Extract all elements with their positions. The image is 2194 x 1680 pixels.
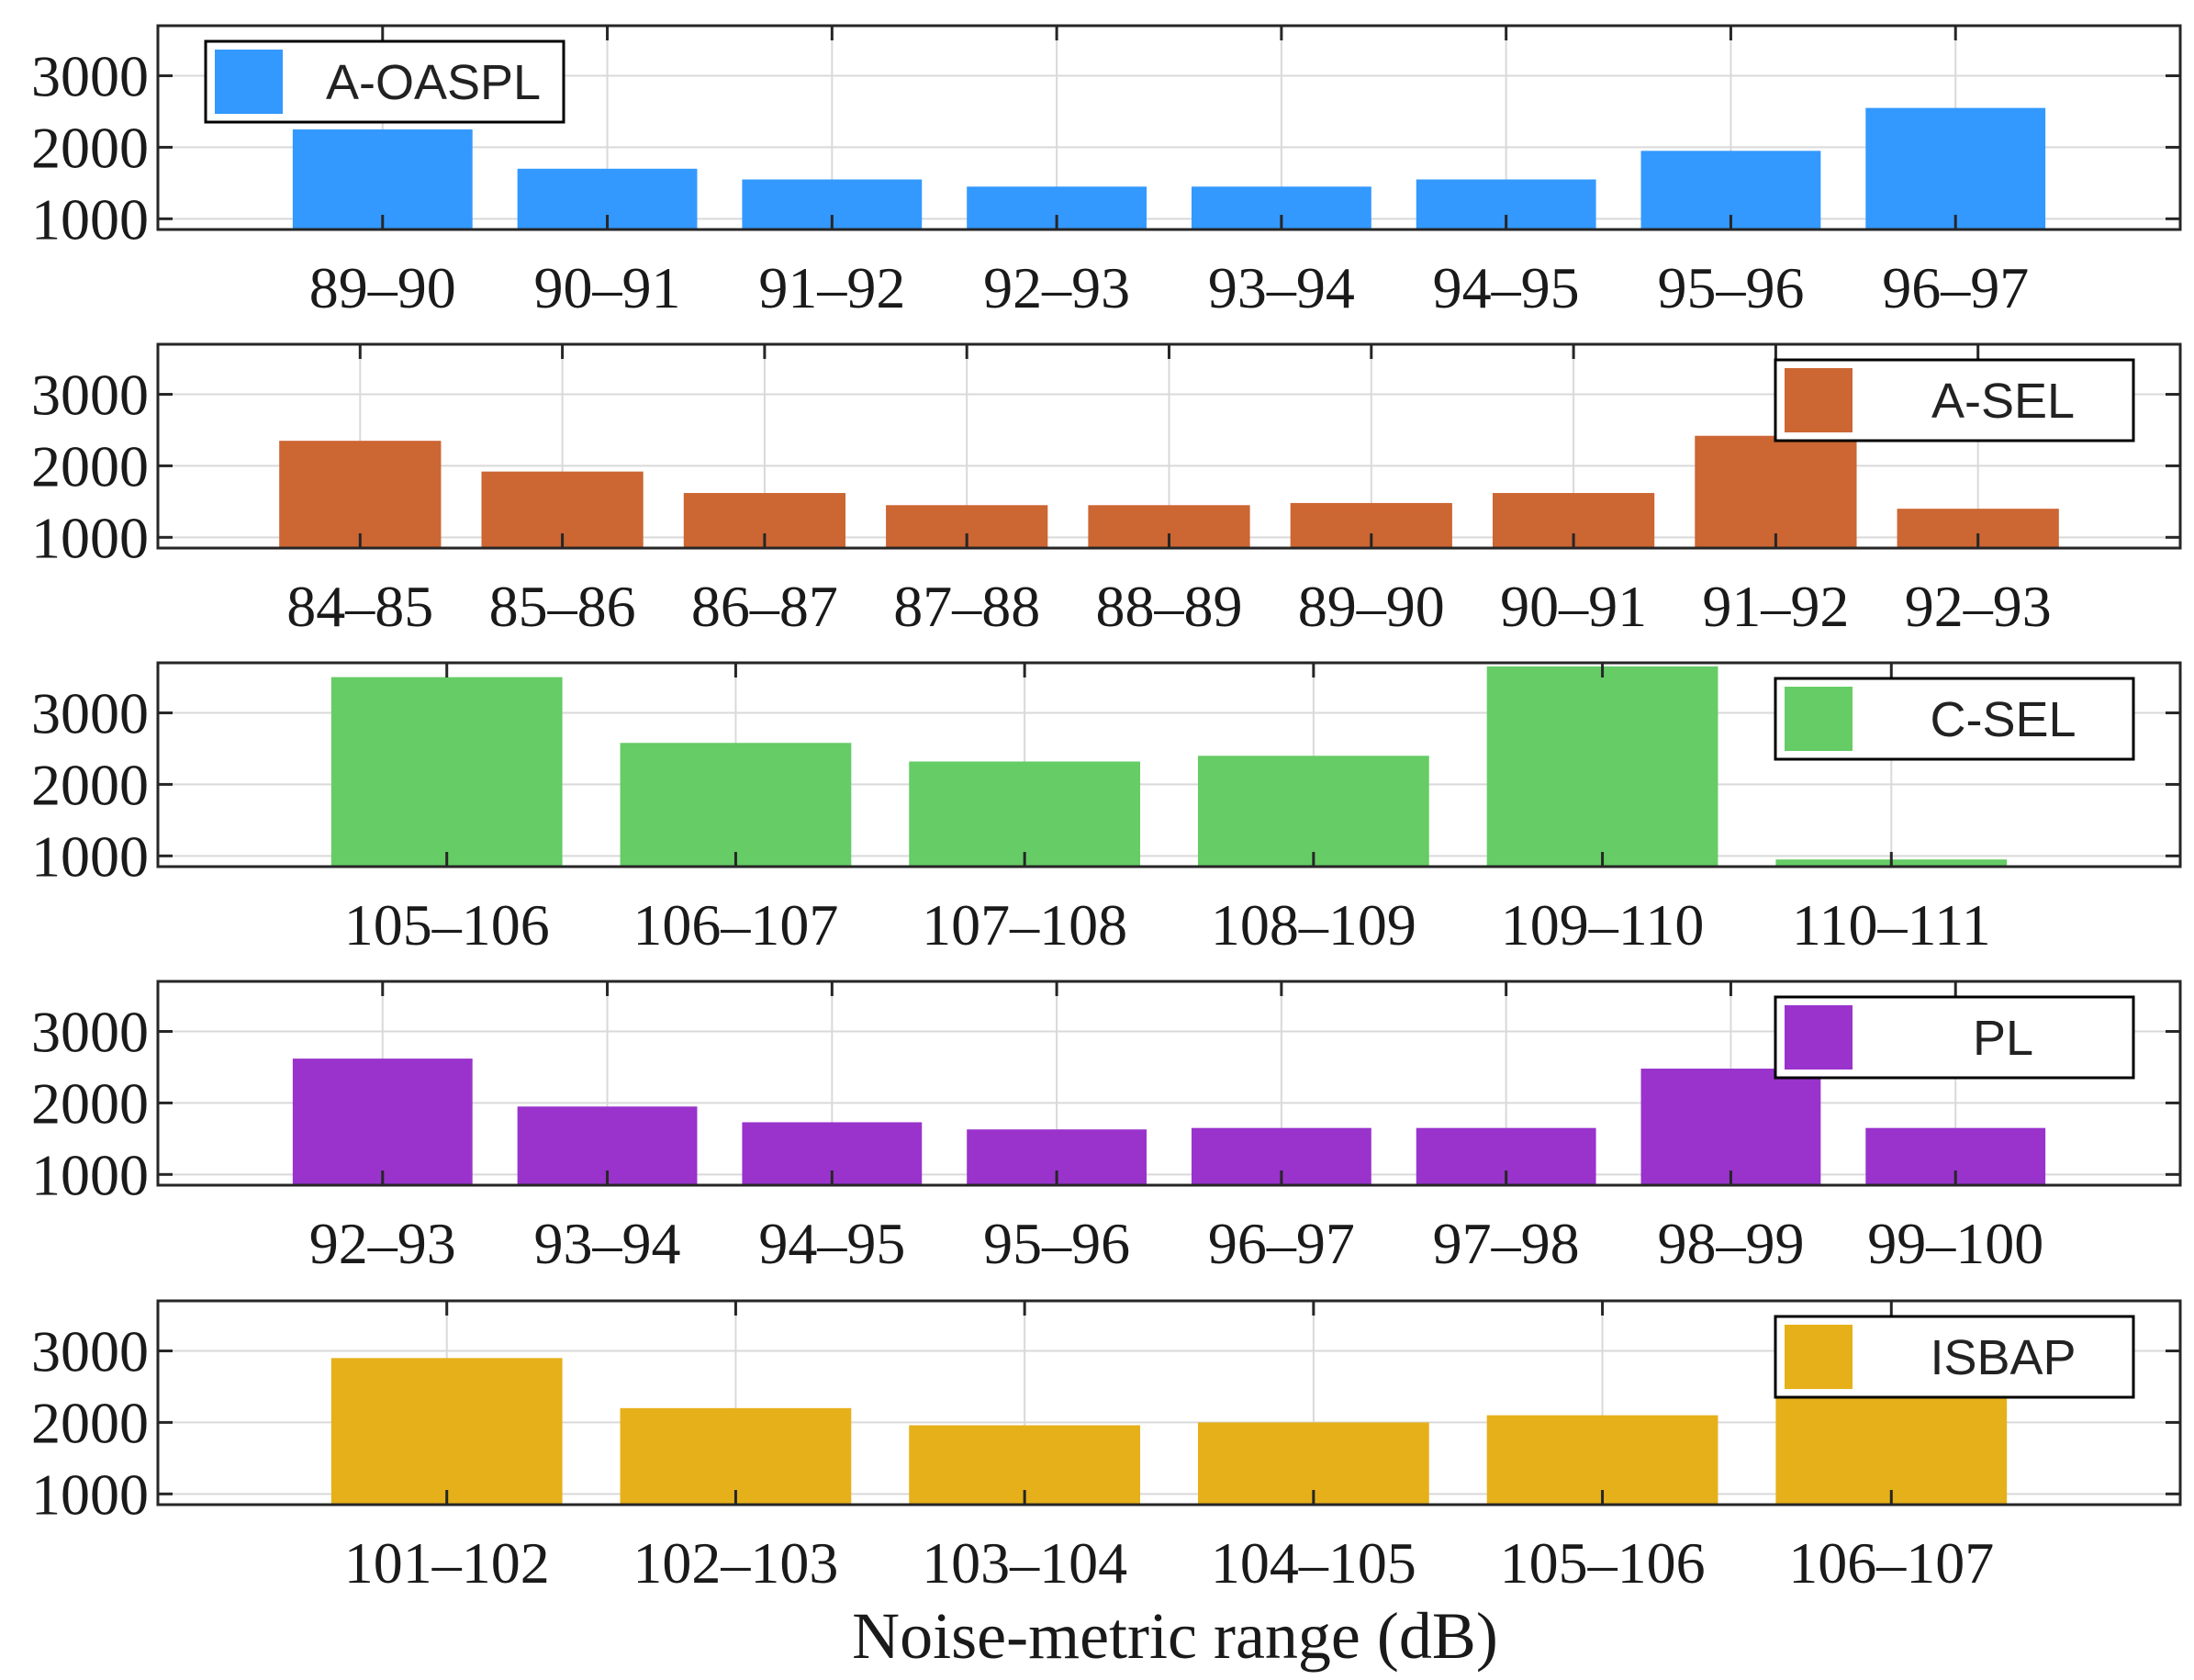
x-tick-label: 84–85 <box>286 574 433 639</box>
bar <box>1197 756 1429 867</box>
legend-swatch <box>1785 687 1853 751</box>
y-tick-label: 3000 <box>31 1000 149 1065</box>
axes-frame <box>156 661 2182 868</box>
legend: A-OASPL <box>204 39 565 124</box>
legend-label: PL <box>1973 1011 2033 1066</box>
x-tick-label: 105–106 <box>1500 1530 1706 1596</box>
x-tick-label: 92–93 <box>983 255 1130 320</box>
x-tick-label: 97–98 <box>1433 1211 1580 1276</box>
bar <box>292 1058 473 1185</box>
x-tick-label: 103–104 <box>922 1530 1127 1596</box>
legend-label: A-SEL <box>1931 374 2075 429</box>
y-tick-label: 3000 <box>31 1319 149 1384</box>
legend: A-SEL <box>1774 358 2135 442</box>
x-tick-label: 87–88 <box>893 574 1040 639</box>
x-tick-label: 90–91 <box>1500 574 1647 639</box>
y-tick-label: 1000 <box>31 1142 149 1207</box>
x-tick-label: 105–106 <box>344 892 550 958</box>
x-tick-label: 109–110 <box>1501 892 1705 958</box>
legend-label: ISBAP <box>1930 1330 2076 1385</box>
y-tick-label: 1000 <box>31 186 149 252</box>
y-tick-label: 3000 <box>31 681 149 746</box>
x-tick-label: 101–102 <box>344 1530 550 1596</box>
bar <box>620 743 852 867</box>
x-tick-label: 91–92 <box>1702 574 1849 639</box>
y-tick-label: 2000 <box>31 1070 149 1136</box>
legend-swatch <box>1785 368 1853 432</box>
y-tick-label: 1000 <box>31 505 149 570</box>
bar <box>279 441 442 548</box>
legend-label: C-SEL <box>1930 692 2076 747</box>
legend-swatch <box>215 50 283 114</box>
bar <box>330 677 563 867</box>
bar <box>1640 1069 1821 1185</box>
legend-label: A-OASPL <box>326 55 541 110</box>
x-tick-label: 93–94 <box>1208 255 1355 320</box>
bar <box>1865 107 2046 230</box>
x-tick-label: 106–107 <box>1788 1530 1994 1596</box>
x-tick-label: 106–107 <box>632 892 838 958</box>
bar <box>909 761 1141 867</box>
x-tick-label: 96–97 <box>1882 255 2029 320</box>
y-tick-label: 1000 <box>31 823 149 889</box>
x-tick-label: 93–94 <box>534 1211 681 1276</box>
x-tick-label: 92–93 <box>1905 574 2052 639</box>
x-axis-label: Noise-metric range (dB) <box>852 1599 1498 1673</box>
x-tick-label: 98–99 <box>1657 1211 1804 1276</box>
y-tick-label: 1000 <box>31 1462 149 1527</box>
bar <box>620 1407 852 1505</box>
x-tick-label: 96–97 <box>1208 1211 1355 1276</box>
legend-swatch <box>1785 1325 1853 1389</box>
x-tick-label: 89–90 <box>1298 574 1445 639</box>
y-tick-label: 3000 <box>31 44 149 109</box>
x-tick-label: 91–92 <box>758 255 905 320</box>
x-tick-label: 102–103 <box>632 1530 838 1596</box>
x-tick-label: 110–111 <box>1792 892 1991 958</box>
x-tick-label: 92–93 <box>309 1211 456 1276</box>
x-tick-label: 104–105 <box>1211 1530 1416 1596</box>
y-tick-label: 3000 <box>31 363 149 428</box>
x-tick-label: 99–100 <box>1867 1211 2043 1276</box>
y-tick-label: 2000 <box>31 752 149 817</box>
x-tick-label: 90–91 <box>534 255 681 320</box>
bar <box>1695 435 1857 548</box>
axes-frame <box>156 980 2182 1187</box>
x-tick-label: 85–86 <box>489 574 636 639</box>
bar <box>1486 666 1718 867</box>
x-tick-label: 88–89 <box>1096 574 1243 639</box>
legend: ISBAP <box>1774 1315 2135 1399</box>
x-tick-label: 94–95 <box>1433 255 1580 320</box>
x-tick-label: 108–109 <box>1211 892 1416 958</box>
x-tick-label: 107–108 <box>922 892 1127 958</box>
legend: C-SEL <box>1774 677 2135 761</box>
axes-frame <box>156 1299 2182 1506</box>
axes-frame <box>156 24 2182 231</box>
x-tick-label: 86–87 <box>691 574 838 639</box>
legend-swatch <box>1785 1005 1853 1070</box>
bar <box>1486 1415 1718 1505</box>
bar <box>330 1358 563 1505</box>
y-tick-label: 2000 <box>31 115 149 180</box>
legend: PL <box>1774 995 2135 1080</box>
bar <box>292 129 473 230</box>
y-tick-label: 2000 <box>31 433 149 498</box>
y-tick-label: 2000 <box>31 1390 149 1455</box>
x-tick-label: 89–90 <box>309 255 456 320</box>
x-tick-label: 94–95 <box>758 1211 905 1276</box>
x-tick-label: 95–96 <box>1657 255 1804 320</box>
x-tick-label: 95–96 <box>983 1211 1130 1276</box>
